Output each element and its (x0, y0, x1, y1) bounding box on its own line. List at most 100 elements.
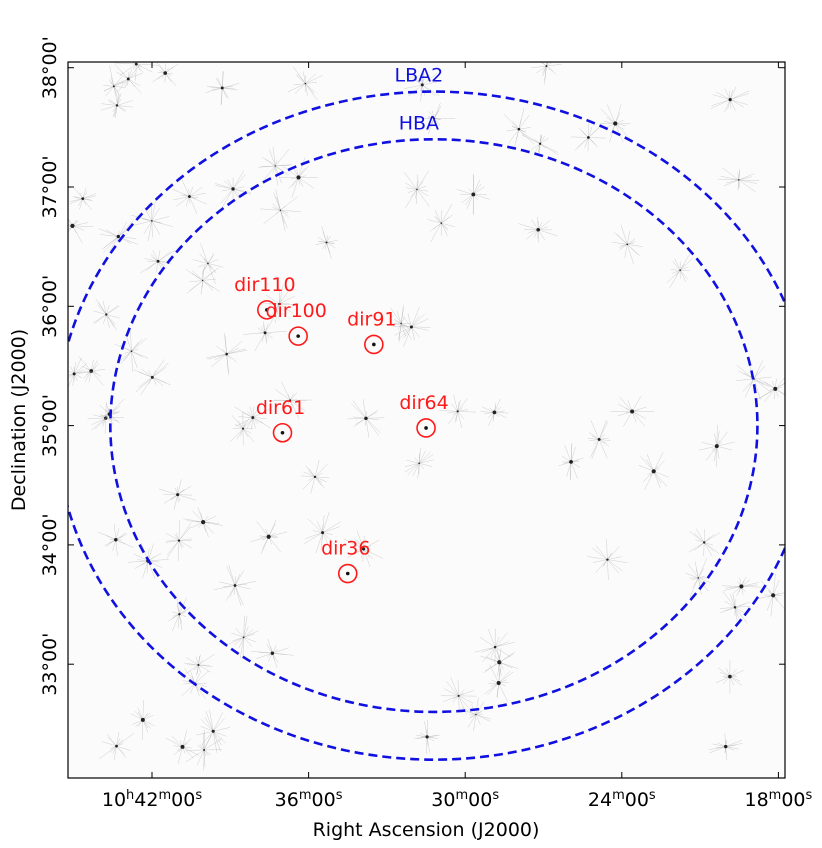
x-tick-label: 30m00s (431, 788, 499, 811)
radio-source (183, 507, 223, 537)
direction-source-dot (265, 308, 269, 312)
radio-source (165, 730, 200, 764)
radio-source (610, 396, 655, 427)
direction-circle-dir110 (257, 300, 277, 320)
radio-source (205, 333, 248, 376)
radio-source (229, 615, 259, 660)
direction-markers: dir110 dir100 dir91 dir61 dir64 dir36 (234, 274, 449, 584)
radio-source (69, 187, 97, 210)
radio-source (68, 357, 96, 388)
radio-source (483, 664, 514, 702)
direction-circle-dir36 (337, 563, 358, 584)
direction-label-dir64: dir64 (399, 392, 448, 414)
beam-label-hba: HBA (399, 112, 439, 134)
radio-source (571, 123, 606, 152)
radio-source (114, 330, 149, 373)
radio-source (130, 200, 173, 242)
plot-frame (67, 61, 786, 779)
direction-circle-dir100 (288, 326, 308, 346)
radio-source (390, 304, 413, 343)
radio-source (92, 298, 120, 331)
radio-source (718, 167, 760, 192)
radio-source (101, 92, 133, 119)
radio-source (392, 306, 431, 347)
radio-source (708, 733, 743, 761)
radio-source (97, 523, 134, 556)
radio-source (439, 394, 476, 428)
radio-source (152, 62, 179, 86)
radio-source (258, 146, 293, 186)
direction-label-dir110: dir110 (234, 274, 295, 296)
radio-source (600, 104, 631, 143)
radio-source (99, 732, 134, 761)
radio-source (587, 538, 628, 581)
radio-source (140, 249, 176, 273)
y-axis-title: Declination (J2000) (8, 329, 30, 511)
radio-source (315, 226, 338, 259)
radio-source (698, 425, 735, 468)
direction-label-dir100: dir100 (265, 300, 326, 322)
radio-source (172, 179, 207, 214)
radio-source (250, 519, 288, 555)
y-tick-label: 36°00' (39, 275, 61, 338)
radio-source (262, 285, 297, 323)
radio-source (213, 565, 257, 606)
beam-circles (68, 90, 785, 761)
radio-source (230, 412, 257, 446)
radio-source (757, 377, 785, 403)
direction-source-dot (424, 426, 428, 430)
radio-source (77, 356, 106, 386)
radio-source (427, 204, 456, 242)
radio-source (268, 381, 312, 420)
y-axis-ticks: 38°00' 37°00' 36°00' 35°00' 34°00' 33°00' (39, 36, 785, 696)
radio-source (480, 398, 509, 426)
direction-source-dot (280, 430, 285, 435)
radio-source (404, 447, 434, 479)
direction-circle-dir64 (416, 418, 436, 438)
x-tick-label: 24m00s (588, 788, 656, 811)
radio-image (68, 62, 785, 778)
radio-source (611, 224, 643, 265)
x-axis-title: Right Ascension (J2000) (313, 819, 540, 841)
radio-source (165, 520, 193, 562)
radio-source (460, 697, 492, 732)
radio-source (414, 719, 440, 754)
radio-source (287, 66, 324, 101)
radio-source (474, 628, 516, 666)
radio-source (133, 359, 171, 396)
direction-source-dot (345, 571, 350, 576)
radio-source (185, 266, 220, 295)
beam-circle-hba (109, 137, 759, 714)
direction-source-dot (372, 342, 376, 347)
y-tick-label: 33°00' (39, 633, 61, 696)
radio-source (440, 676, 477, 716)
y-tick-label: 38°00' (39, 36, 61, 99)
radio-source (531, 62, 562, 85)
y-tick-label: 34°00' (39, 513, 61, 576)
radio-source (234, 406, 272, 429)
direction-circle-dir61 (272, 422, 293, 443)
y-tick-label: 37°00' (39, 155, 61, 218)
radio-source (521, 132, 559, 155)
radio-source (413, 102, 456, 134)
radio-source (715, 659, 745, 694)
x-tick-label: 36m00s (275, 788, 343, 811)
radio-source (159, 479, 197, 511)
radio-source (243, 314, 287, 351)
radio-source (404, 170, 430, 208)
direction-circle-dir91 (364, 334, 384, 355)
background-sources (68, 62, 785, 771)
radio-source (259, 189, 301, 232)
direction-label-dir36: dir36 (321, 538, 370, 560)
x-tick-label: 10h42m00s (102, 788, 202, 811)
radio-source (558, 443, 584, 481)
radio-source (344, 530, 383, 568)
radio-source (300, 459, 330, 494)
radio-source (666, 251, 694, 289)
radio-source (710, 86, 750, 113)
radio-source (251, 638, 294, 668)
direction-label-dir61: dir61 (256, 397, 305, 419)
radio-source (688, 528, 720, 557)
radio-source (114, 62, 159, 81)
